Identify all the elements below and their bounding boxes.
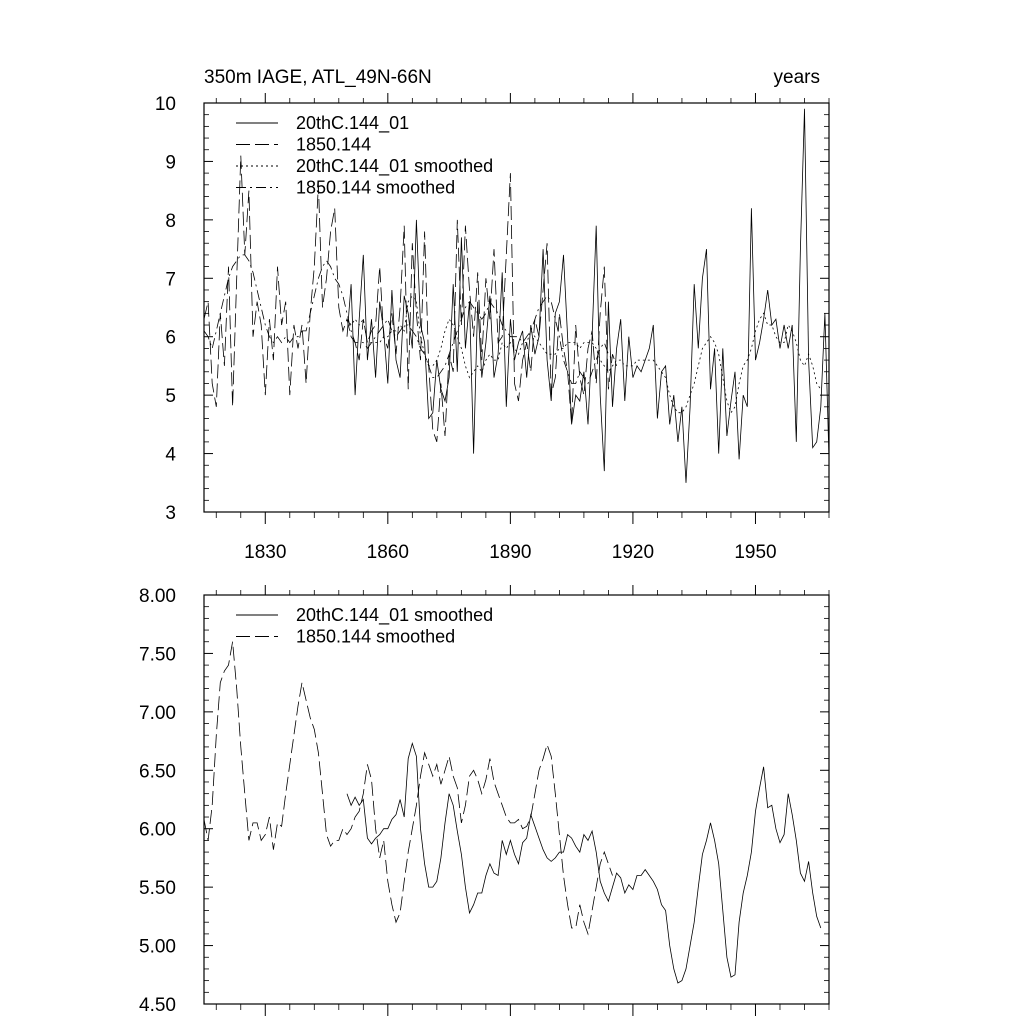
top-series-line-4 bbox=[203, 254, 613, 385]
bottom-y-tick-label: 6.50 bbox=[139, 761, 176, 782]
top-y-tick-label: 3 bbox=[165, 503, 176, 524]
top-legend-label: 20thC.144_01 bbox=[296, 113, 409, 134]
top-series-line-1 bbox=[346, 108, 830, 483]
bottom-y-tick-label: 8.00 bbox=[139, 586, 176, 607]
bottom-y-tick-label: 7.50 bbox=[139, 644, 176, 665]
top-chart: 350m IAGE, ATL_49N-66N years 3 4 5 6 7 8 9 10 18… bbox=[155, 67, 830, 563]
top-series-line-2 bbox=[203, 155, 617, 443]
bottom-y-tick-label: 5.00 bbox=[139, 937, 176, 958]
bottom-chart: 4.50 5.00 5.50 6.00 6.50 7.00 7.50 8.00 20thC.1… bbox=[139, 585, 830, 1016]
top-y-tick-label: 7 bbox=[165, 269, 176, 290]
top-series-line-3 bbox=[346, 295, 822, 414]
bottom-y-tick-label: 6.00 bbox=[139, 820, 176, 841]
top-legend-label: 1850.144 smoothed bbox=[296, 178, 455, 198]
top-x-tick-label: 1950 bbox=[734, 542, 776, 563]
bottom-y-tick-label: 5.50 bbox=[139, 878, 176, 899]
top-y-tick-label: 5 bbox=[165, 386, 176, 407]
top-legend-label: 20thC.144_01 smoothed bbox=[296, 156, 493, 177]
top-x-tick-label: 1860 bbox=[367, 542, 409, 563]
bottom-legend-label: 1850.144 smoothed bbox=[296, 627, 455, 647]
top-y-tick-label: 4 bbox=[165, 445, 176, 466]
top-y-tick-label: 6 bbox=[165, 328, 176, 349]
bottom-y-tick-label: 4.50 bbox=[139, 995, 176, 1016]
bottom-chart-frame bbox=[203, 594, 830, 1005]
top-chart-frame bbox=[203, 102, 830, 513]
bottom-legend-label: 20thC.144_01 smoothed bbox=[296, 605, 493, 626]
bottom-series-line-1 bbox=[346, 741, 822, 984]
top-chart-axes: 3 4 5 6 7 8 9 10 1830 1860 1890 1920 1950 bbox=[155, 93, 830, 563]
top-x-tick-label: 1890 bbox=[489, 542, 531, 563]
bottom-chart-series bbox=[203, 641, 822, 984]
bottom-y-tick-label: 7.00 bbox=[139, 703, 176, 724]
bottom-series-line-2 bbox=[203, 641, 613, 936]
top-legend-label: 1850.144 bbox=[296, 135, 371, 155]
top-x-tick-label: 1920 bbox=[612, 542, 654, 563]
top-chart-units: years bbox=[774, 67, 820, 88]
top-y-tick-label: 10 bbox=[155, 94, 176, 115]
top-y-tick-label: 9 bbox=[165, 152, 176, 173]
top-y-tick-label: 8 bbox=[165, 211, 176, 232]
top-chart-title: 350m IAGE, ATL_49N-66N bbox=[204, 67, 432, 88]
bottom-chart-axes: 4.50 5.00 5.50 6.00 6.50 7.00 7.50 8.00 bbox=[139, 585, 830, 1016]
top-chart-series bbox=[203, 108, 830, 483]
top-x-tick-label: 1830 bbox=[244, 542, 286, 563]
